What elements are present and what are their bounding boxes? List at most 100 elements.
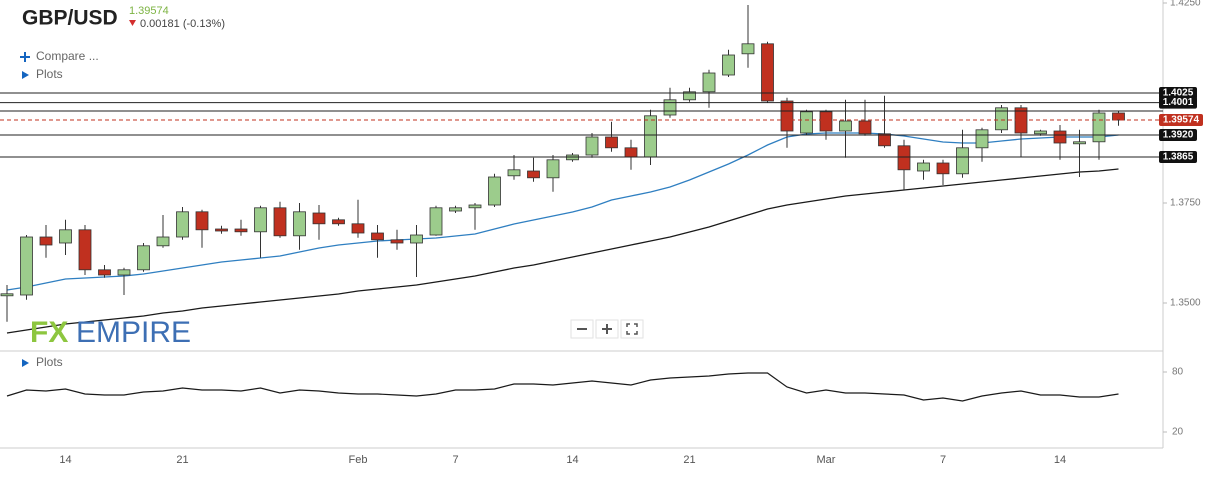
candle-body	[800, 111, 813, 134]
x-tick-label: Feb	[349, 454, 368, 466]
candle-body	[0, 293, 14, 297]
candle-body	[683, 91, 696, 101]
candle-body	[761, 43, 774, 102]
zoom-in[interactable]	[595, 319, 619, 339]
plots-label[interactable]: Plots	[36, 67, 63, 81]
candle-body	[1092, 112, 1106, 143]
symbol: GBP/USD	[22, 7, 118, 30]
moving-average	[6, 168, 1119, 334]
fullscreen[interactable]	[620, 319, 644, 339]
candle-body	[741, 43, 755, 55]
candle-body	[98, 269, 111, 276]
candle-body	[956, 147, 969, 175]
candle-body	[234, 228, 248, 233]
candle-body	[449, 207, 462, 212]
plots-button[interactable]: Plots	[22, 67, 63, 81]
x-tick-label: 14	[1054, 454, 1066, 466]
candle-body	[195, 211, 209, 231]
candle-body	[936, 162, 950, 175]
candle-body	[1073, 141, 1086, 145]
candle-body	[488, 176, 501, 206]
candle-body	[722, 54, 735, 76]
candle-body	[20, 236, 33, 296]
candle-body	[819, 111, 833, 132]
level-label-box	[1159, 151, 1197, 163]
logo-empire: EMPIRE	[76, 316, 191, 349]
fullscreen-icon	[626, 323, 638, 335]
change: 0.00181 (-0.13%)	[140, 18, 225, 30]
last-price-label: 1.39574	[1163, 115, 1200, 126]
x-tick-label: 21	[683, 454, 695, 466]
lower-plots-label[interactable]: Plots	[36, 355, 63, 369]
candle-body	[585, 136, 599, 156]
candle-body	[351, 223, 365, 234]
candle-body	[137, 245, 150, 271]
y-tick-label: 1.4250	[1170, 0, 1201, 9]
candle-body	[332, 219, 345, 225]
button[interactable]	[620, 319, 644, 339]
x-tick-label: 7	[940, 454, 946, 466]
compare-label[interactable]: Compare ...	[36, 49, 99, 63]
candle-body	[293, 211, 306, 237]
overlay: GBP/USD 1.39574 0.00181 (-0.13%) Compare…	[20, 5, 644, 369]
candle-body	[527, 170, 540, 179]
zoom-out[interactable]	[570, 319, 594, 339]
candle-body	[390, 239, 404, 244]
candle-body	[468, 204, 482, 209]
candle-body	[215, 228, 228, 232]
candle-body	[176, 211, 189, 238]
x-tick-label: 14	[566, 454, 578, 466]
candle-body	[39, 236, 53, 246]
candle-body	[1053, 130, 1067, 144]
y-tick-label: 80	[1172, 367, 1184, 378]
compare-button[interactable]: Compare ...	[20, 49, 99, 63]
lower-plots-button[interactable]: Plots	[22, 355, 63, 369]
expand-icon	[22, 71, 29, 79]
moving-average	[6, 132, 1119, 291]
candle-body	[78, 229, 92, 271]
candle-body	[878, 133, 891, 147]
oscillator-line	[6, 372, 1119, 402]
y-tick-label: 1.3500	[1170, 298, 1201, 309]
level-label-box	[1159, 129, 1197, 141]
candle-body	[546, 159, 560, 179]
candle-body	[156, 236, 170, 247]
candle-body	[410, 234, 423, 244]
candle-body	[605, 136, 618, 149]
candle-body	[1112, 112, 1125, 121]
plus-icon	[20, 52, 30, 62]
y-tick-label: 20	[1172, 427, 1184, 438]
y-tick-label: 1.3750	[1170, 198, 1201, 209]
x-tick-label: Mar	[817, 454, 836, 466]
candle-body	[663, 99, 677, 116]
level-label: 1.3865	[1163, 152, 1194, 163]
candle-body	[59, 229, 72, 244]
candle-body	[897, 145, 911, 171]
candle-body	[1034, 130, 1047, 135]
level-label: 1.3920	[1163, 130, 1194, 141]
candle-body	[429, 207, 443, 236]
candle-body	[312, 212, 326, 225]
candle-body	[858, 120, 872, 135]
candle-body	[995, 107, 1008, 131]
down-arrow	[129, 20, 136, 26]
candle-body	[254, 207, 267, 233]
candle-body	[839, 120, 852, 132]
x-tick-label: 14	[59, 454, 71, 466]
candle-body	[702, 72, 716, 93]
level-label-box	[1159, 87, 1197, 99]
candle-body	[117, 269, 131, 276]
candle-body	[917, 162, 930, 172]
expand-icon	[22, 359, 29, 367]
level-label-box	[1159, 96, 1197, 109]
last-price-box	[1159, 114, 1203, 127]
candle-body	[624, 147, 638, 158]
level-label: 1.4025	[1163, 88, 1194, 99]
candle-body	[507, 169, 521, 177]
x-tick-label: 21	[176, 454, 188, 466]
price: 1.39574	[129, 5, 169, 17]
